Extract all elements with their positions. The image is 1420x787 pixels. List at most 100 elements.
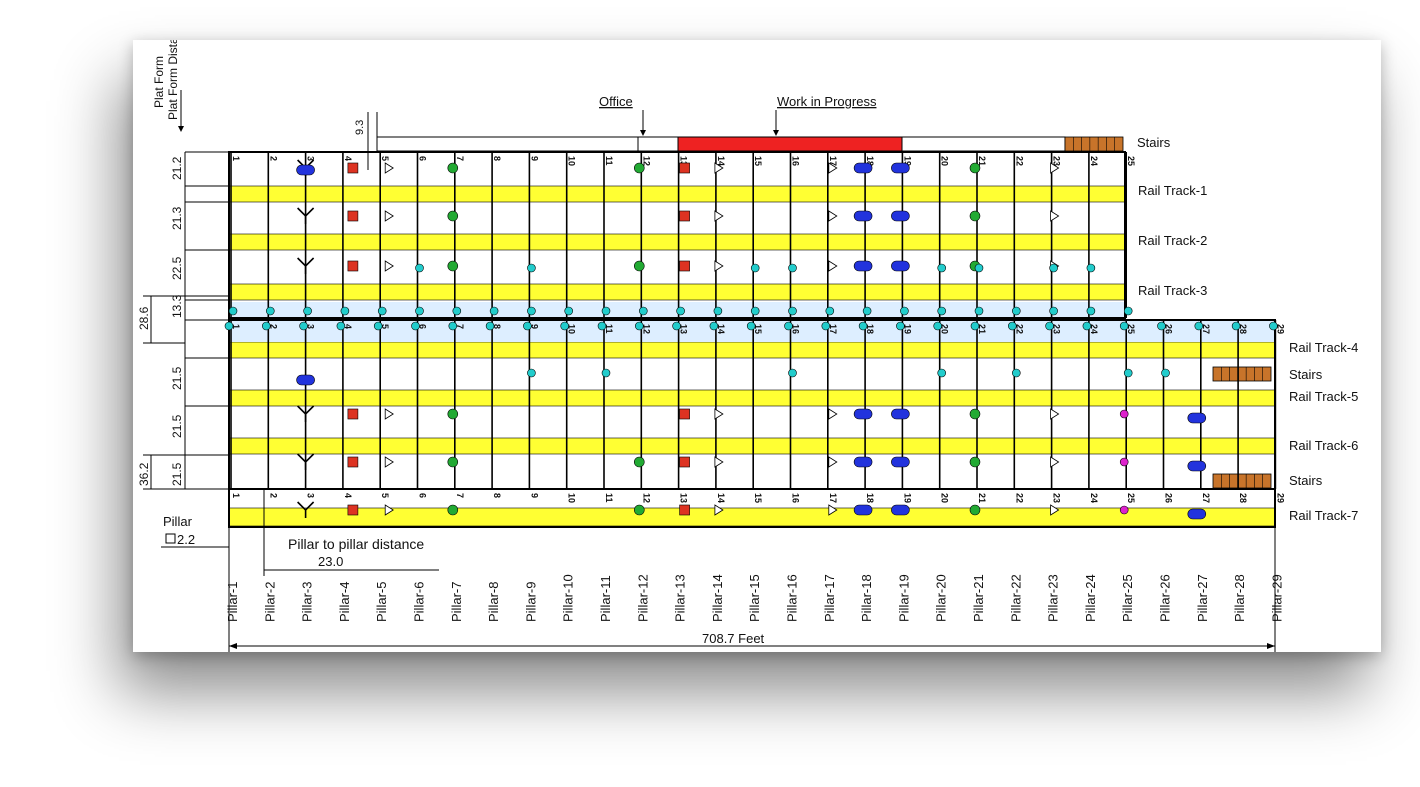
triangle-marker (828, 456, 838, 468)
cyan-circle-marker (970, 321, 980, 331)
pillar-label: Pillar-5 (374, 582, 389, 622)
cyan-circle-marker (788, 306, 797, 316)
triangle-marker (1050, 408, 1060, 420)
red-square-marker (347, 210, 359, 222)
triangle-marker (828, 210, 838, 222)
pillar-number-mid: 2 (268, 324, 278, 329)
cyan-circle-marker (1123, 368, 1133, 378)
office-label: Office (599, 94, 633, 109)
cyan-circle-marker (858, 321, 868, 331)
work-in-progress-zone (677, 136, 903, 152)
cyan-circle-marker (228, 306, 238, 316)
pillar-spacing-label: Pillar to pillar distance (288, 536, 424, 552)
pillar-label: Pillar-6 (412, 582, 427, 622)
pillar-number-bottom: 28 (1238, 493, 1248, 503)
pillar-number-mid: 3 (306, 324, 316, 329)
blue-capsule-marker (853, 456, 873, 468)
platform-fills (228, 185, 1276, 527)
red-square-marker (347, 408, 359, 420)
pillar-label: Pillar-16 (785, 574, 800, 622)
rail-track-band-2 (228, 233, 1126, 251)
pillar-label: Pillar-12 (635, 574, 650, 622)
pillar-number-mid: 12 (641, 324, 651, 334)
total-length-label: 708.7 Feet (702, 631, 765, 646)
cyan-circle-marker (900, 306, 909, 316)
pillar-label: Pillar-13 (673, 574, 688, 622)
pillar-number-bottom: 6 (418, 493, 428, 498)
triangle-marker (714, 456, 724, 468)
cyan-circle-marker (452, 306, 462, 316)
pillar-number-top: 13 (679, 156, 689, 166)
cyan-circle-marker (709, 321, 719, 331)
offset-label: 9.3 (354, 120, 366, 135)
pillar-number-bottom: 15 (753, 493, 763, 503)
green-circle-marker (447, 456, 459, 468)
cyan-circle-marker (266, 306, 275, 316)
cyan-circle-marker (862, 306, 872, 316)
green-circle-marker (447, 504, 459, 516)
cyan-circle-marker (974, 306, 984, 316)
dim-13-3: 13.3 (170, 294, 184, 318)
pillar-number-top: 7 (455, 156, 465, 161)
pillar-number-bottom: 7 (455, 493, 465, 498)
pillar-number-bottom: 1 (231, 493, 241, 498)
pillar-number-bottom: 3 (306, 493, 316, 498)
rail-track-band-4 (228, 341, 1276, 359)
cyan-circle-marker (713, 306, 723, 316)
blue-capsule-marker (891, 162, 910, 174)
cyan-circle-marker (336, 321, 346, 331)
pillar-legend-square (165, 533, 176, 544)
cyan-circle-marker (1119, 321, 1129, 331)
pillar-label: Pillar-26 (1158, 574, 1173, 622)
pillar-number-mid: 7 (455, 324, 465, 329)
pillar-label: Pillar-11 (598, 575, 613, 622)
pillar-number-mid: 17 (828, 324, 838, 334)
pillar-label: Pillar-4 (337, 582, 352, 622)
y-marker (297, 257, 315, 274)
green-circle-marker (633, 162, 645, 174)
cyan-circle-marker (527, 368, 536, 378)
pillar-number-top: 8 (492, 156, 502, 161)
dim-21-2: 21.2 (170, 156, 184, 180)
blue-capsule-marker (853, 210, 873, 222)
pillar-number-top: 14 (716, 156, 726, 166)
rail-track-4-label: Rail Track-4 (1289, 340, 1358, 355)
triangle-marker (828, 260, 838, 272)
pillar-label: Pillar-15 (747, 574, 762, 622)
pillar-number-bottom: 11 (604, 493, 614, 503)
cyan-circle-marker (1049, 263, 1058, 273)
y-marker (297, 207, 315, 224)
pillar-label: Pillar-2 (262, 582, 277, 622)
stairs-top-label: Stairs (1137, 135, 1171, 150)
pillar-legend-label: Pillar (163, 514, 193, 529)
station-plan: 1112223334445556667778889991010101111111… (137, 40, 1358, 652)
pillar-number-top: 21 (977, 156, 987, 166)
cyan-circle-marker (638, 306, 648, 316)
green-circle-marker (969, 456, 981, 468)
wip-label: Work in Progress (777, 94, 877, 109)
pillar-label: Pillar-7 (449, 582, 464, 622)
cyan-circle-marker (1269, 321, 1278, 331)
triangle-marker (1050, 456, 1060, 468)
triangle-marker (1050, 504, 1060, 516)
stairs-top (1064, 136, 1124, 152)
cyan-circle-marker (523, 321, 532, 331)
triangle-marker (828, 408, 838, 420)
triangle-marker (384, 260, 394, 272)
cyan-circle-marker (788, 368, 797, 378)
pillar-number-top: 6 (418, 156, 428, 161)
pillar-number-top: 16 (791, 156, 801, 166)
pillar-number-mid: 15 (753, 324, 763, 334)
cyan-circle-marker (821, 321, 831, 331)
rail-track-band-3 (228, 283, 1126, 301)
rail-track-2-label: Rail Track-2 (1138, 233, 1207, 248)
green-circle-marker (633, 504, 645, 516)
pillar-number-top: 10 (567, 156, 577, 166)
cyan-circle-marker (788, 263, 797, 273)
cyan-circle-marker (1123, 306, 1133, 316)
cyan-circle-marker (896, 321, 905, 331)
cyan-circle-marker (415, 306, 424, 316)
pillar-number-bottom: 21 (977, 493, 987, 503)
pillar-number-bottom: 19 (902, 493, 912, 503)
triangle-marker (1050, 210, 1060, 222)
